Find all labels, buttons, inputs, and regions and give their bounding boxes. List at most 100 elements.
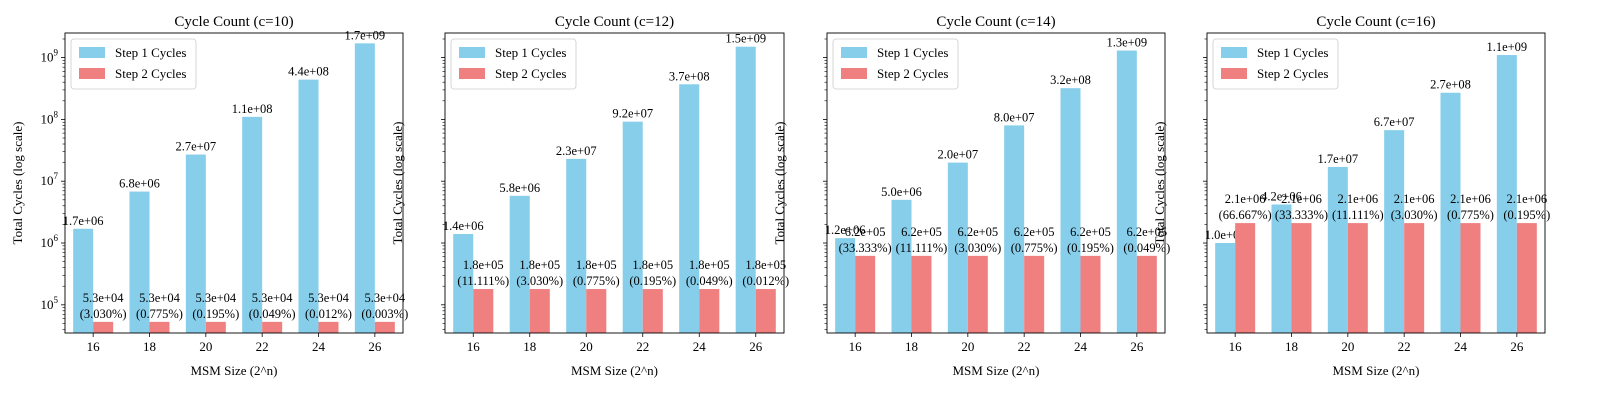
legend: Step 1 Cycles Step 2 Cycles xyxy=(450,38,577,90)
step2-value-label-24: 1.8e+05 (0.049%) xyxy=(686,258,733,288)
step2-value-label-16: 2.1e+06 (66.667%) xyxy=(1219,192,1272,222)
data-label-line: 2.1e+06 xyxy=(1450,192,1491,206)
step1-value-label-24: 4.4e+08 xyxy=(288,65,329,79)
x-tick-label-18: 18 xyxy=(143,339,156,354)
step2-bar-26 xyxy=(1516,223,1537,333)
data-label-line: (0.012%) xyxy=(742,274,789,288)
data-label-line: 1.4e+06 xyxy=(443,219,484,233)
plot-frame xyxy=(64,32,404,334)
data-label-line: 2.1e+06 xyxy=(1281,192,1322,206)
legend: Step 1 Cycles Step 2 Cycles xyxy=(70,38,197,90)
data-label-line: (33.333%) xyxy=(839,241,892,255)
step2-value-label-24: 6.2e+05 (0.195%) xyxy=(1067,225,1114,255)
step1-bar-24 xyxy=(1060,88,1081,333)
y-tick-exponent: 7 xyxy=(54,171,59,181)
step1-bar-18 xyxy=(1271,204,1292,333)
x-tick-label-16: 16 xyxy=(467,339,481,354)
data-label-line: (0.195%) xyxy=(192,307,239,321)
step1-value-label-24: 3.2e+08 xyxy=(1050,73,1091,87)
step1-value-label-22: 8.0e+07 xyxy=(994,110,1035,124)
data-label-line: 2.1e+06 xyxy=(1394,192,1435,206)
y-tick-label: 106 xyxy=(41,233,59,250)
step1-bar-26 xyxy=(1116,50,1137,333)
x-tick-label-26: 26 xyxy=(1510,339,1524,354)
step2-bar-20 xyxy=(205,321,226,333)
y-tick-exponent: 9 xyxy=(54,48,59,58)
step1-value-label-16: 1.2e+06 xyxy=(825,223,866,237)
step1-value-label-24: 2.7e+08 xyxy=(1430,78,1471,92)
y-tick-exponent: 8 xyxy=(54,109,59,119)
step2-value-label-26: 5.3e+04 (0.003%) xyxy=(361,291,408,321)
step1-bar-22 xyxy=(242,116,263,334)
data-label-line: 5.3e+04 xyxy=(308,291,349,305)
step1-value-label-26: 1.1e+09 xyxy=(1486,40,1527,54)
y-tick-base: 10 xyxy=(41,50,54,65)
legend-label-2: Step 2 Cycles xyxy=(115,66,187,81)
x-tick-label-22: 22 xyxy=(1398,339,1411,354)
data-label-line: (0.195%) xyxy=(1503,208,1550,222)
data-label-line: 1.7e+07 xyxy=(1317,152,1358,166)
x-tick-label-26: 26 xyxy=(749,339,763,354)
data-label-line: (11.111%) xyxy=(1332,208,1384,222)
y-tick-exponent: 5 xyxy=(54,295,59,305)
x-tick-label-22: 22 xyxy=(636,339,649,354)
step1-value-label-22: 1.1e+08 xyxy=(232,102,273,116)
data-label-line: (0.775%) xyxy=(573,274,620,288)
step2-bar-24 xyxy=(318,321,339,333)
plot-frame xyxy=(444,32,785,334)
step2-bar-22 xyxy=(642,289,663,333)
data-label-line: (0.049%) xyxy=(249,307,296,321)
data-label-line: 1.2e+06 xyxy=(825,223,866,237)
x-axis-label: MSM Size (2^n) xyxy=(953,363,1040,378)
data-label-line: (0.049%) xyxy=(1123,241,1170,255)
x-tick-label-20: 20 xyxy=(1341,339,1354,354)
y-tick-base: 10 xyxy=(41,297,54,312)
x-tick-label-22: 22 xyxy=(1018,339,1031,354)
data-label-line: 1.8e+05 xyxy=(689,258,730,272)
data-label-line: 8.0e+07 xyxy=(994,110,1035,124)
plot-frame xyxy=(1206,32,1546,334)
step1-value-label-18: 5.0e+06 xyxy=(881,185,922,199)
step2-value-label-22: 6.2e+05 (0.775%) xyxy=(1011,225,1058,255)
step2-value-label-26: 1.8e+05 (0.012%) xyxy=(742,258,789,288)
step2-value-label-26: 2.1e+06 (0.195%) xyxy=(1503,192,1550,222)
step1-value-label-26: 1.7e+09 xyxy=(344,28,385,42)
data-label-line: 6.2e+05 xyxy=(957,225,998,239)
legend-label-1: Step 1 Cycles xyxy=(495,45,567,60)
step2-value-label-22: 2.1e+06 (3.030%) xyxy=(1391,192,1438,222)
legend-swatch-1 xyxy=(79,47,105,58)
data-label-line: (0.012%) xyxy=(305,307,352,321)
x-tick-label-20: 20 xyxy=(580,339,593,354)
data-label-line: (0.775%) xyxy=(136,307,183,321)
step1-value-label-20: 2.3e+07 xyxy=(556,144,597,158)
step2-value-label-22: 1.8e+05 (0.195%) xyxy=(629,258,676,288)
data-label-line: 1.8e+05 xyxy=(463,258,504,272)
step1-value-label-26: 1.5e+09 xyxy=(725,32,766,46)
step1-bar-20 xyxy=(1327,166,1348,333)
step1-value-label-22: 9.2e+07 xyxy=(612,107,653,121)
step2-bar-26 xyxy=(374,321,395,333)
step1-value-label-18: 5.8e+06 xyxy=(499,181,540,195)
legend-swatch-2 xyxy=(841,68,867,79)
step2-bar-16 xyxy=(473,289,494,333)
legend-swatch-2 xyxy=(79,68,105,79)
y-axis-label: Total Cycles (log scale) xyxy=(772,122,787,245)
step2-bar-16 xyxy=(93,321,114,333)
legend-label-1: Step 1 Cycles xyxy=(115,45,187,60)
data-label-line: (11.111%) xyxy=(896,241,948,255)
step2-value-label-18: 1.8e+05 (3.030%) xyxy=(516,258,563,288)
chart-title: Cycle Count (c=10) xyxy=(174,14,293,30)
step2-value-label-20: 6.2e+05 (3.030%) xyxy=(954,225,1001,255)
step2-bar-22 xyxy=(1024,255,1045,333)
step2-bar-20 xyxy=(967,255,988,333)
step2-bar-16 xyxy=(1235,223,1256,333)
x-tick-label-24: 24 xyxy=(1074,339,1088,354)
step2-bar-24 xyxy=(1080,255,1101,333)
step1-bar-18 xyxy=(509,195,530,333)
step2-value-label-18: 6.2e+05 (11.111%) xyxy=(896,225,948,255)
data-label-line: 6.7e+07 xyxy=(1374,115,1415,129)
x-tick-label-24: 24 xyxy=(312,339,326,354)
y-tick-label: 108 xyxy=(41,109,59,126)
step2-value-label-20: 1.8e+05 (0.775%) xyxy=(573,258,620,288)
